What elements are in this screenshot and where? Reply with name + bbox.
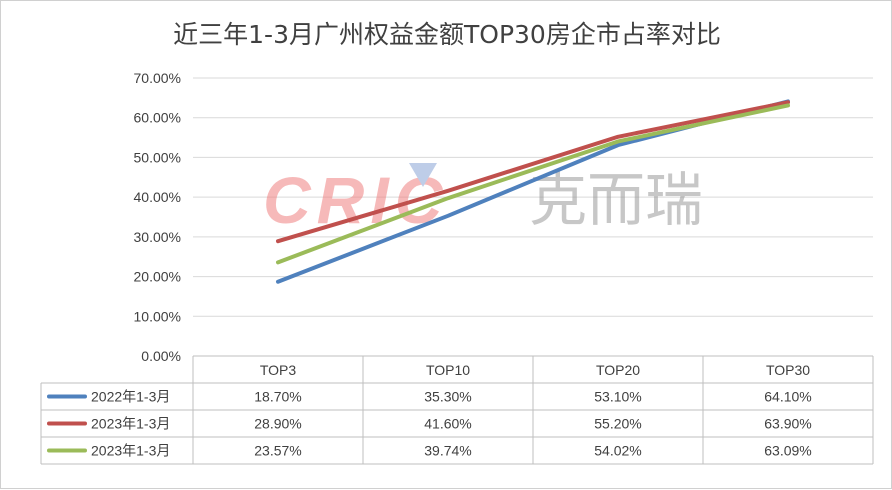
y-tick-label: 30.00%: [134, 229, 181, 245]
data-table-value: 41.60%: [424, 416, 471, 432]
data-table-value: 28.90%: [254, 416, 301, 432]
data-table-value: 23.57%: [254, 443, 301, 459]
y-tick-label: 60.00%: [134, 110, 181, 126]
x-category-label: TOP30: [766, 362, 810, 378]
legend-label: 2023年1-3月: [91, 443, 170, 459]
legend-label: 2023年1-3月: [91, 416, 170, 432]
legend-label: 2022年1-3月: [91, 389, 170, 405]
y-tick-label: 10.00%: [134, 308, 181, 324]
x-category-label: TOP3: [260, 362, 297, 378]
y-tick-label: 0.00%: [141, 348, 181, 364]
x-category-label: TOP20: [596, 362, 640, 378]
data-table-value: 18.70%: [254, 389, 301, 405]
x-category-label: TOP10: [426, 362, 470, 378]
data-table-value: 39.74%: [424, 443, 471, 459]
data-table-value: 35.30%: [424, 389, 471, 405]
svg-text:克而瑞: 克而瑞: [529, 168, 703, 233]
data-table: TOP3 TOP10 TOP20 TOP30 2022年1-3月 18.70% 35.30%…: [41, 356, 873, 464]
data-table-value: 54.02%: [594, 443, 641, 459]
y-tick-label: 40.00%: [134, 189, 181, 205]
y-axis: 0.00% 10.00% 20.00% 30.00% 40.00% 50.00% 60.00…: [134, 70, 181, 364]
data-table-value: 63.90%: [764, 416, 811, 432]
y-tick-label: 70.00%: [134, 70, 181, 86]
data-table-value: 63.09%: [764, 443, 811, 459]
data-table-value: 53.10%: [594, 389, 641, 405]
data-table-value: 55.20%: [594, 416, 641, 432]
data-table-value: 64.10%: [764, 389, 811, 405]
y-tick-label: 50.00%: [134, 149, 181, 165]
y-tick-label: 20.00%: [134, 269, 181, 285]
